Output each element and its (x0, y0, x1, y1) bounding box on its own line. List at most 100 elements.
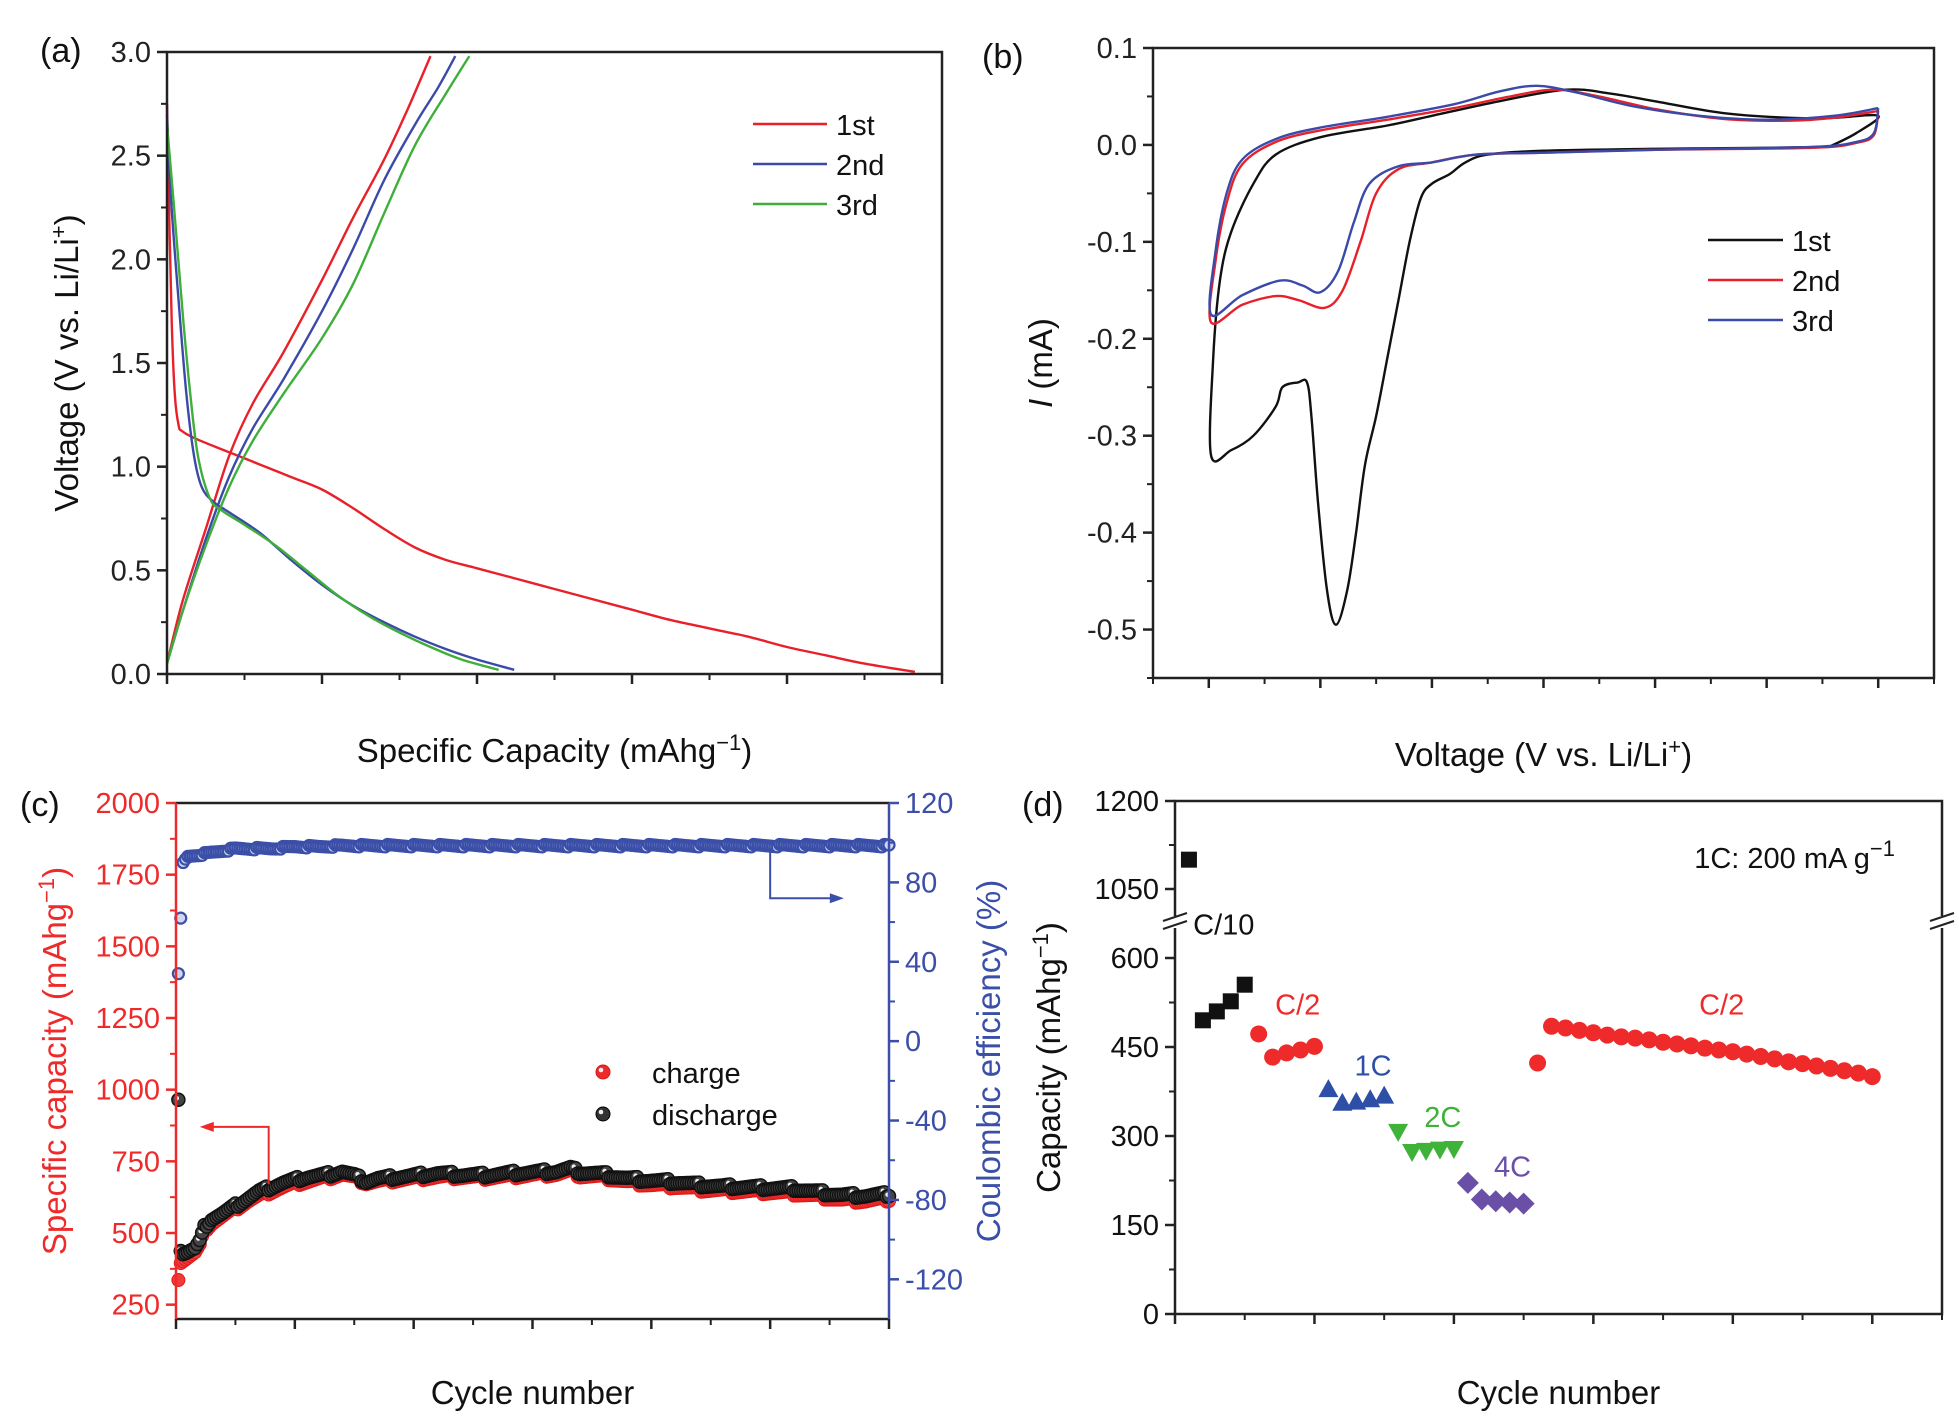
data-point (1250, 1025, 1268, 1043)
legend-label-3rd: 3rd (836, 190, 878, 222)
y-tick-label: -0.4 (1087, 518, 1137, 550)
y-tick-label: 0.0 (1097, 130, 1137, 162)
legend: 1st 2nd 3rd (753, 110, 884, 222)
panel-label-b: (b) (982, 38, 1024, 76)
y-tick-label: 150 (1111, 1210, 1159, 1242)
y-tick-label: 80 (905, 867, 937, 899)
rate-label: 2C (1424, 1102, 1461, 1134)
legend-marker-highlight (598, 1109, 604, 1115)
data-point (1668, 1035, 1686, 1053)
y-tick-label: -80 (905, 1185, 947, 1217)
y-tick-label: -40 (905, 1106, 947, 1138)
y-tick-label: 1.0 (111, 452, 151, 484)
panel-b-cyclic-voltammetry: 0.1 0.0 -0.1 -0.2 -0.3 -0.4 -0.5 Voltage (V vs.… (1022, 33, 1936, 773)
y-tick-label: -120 (905, 1264, 963, 1296)
data-point (1682, 1037, 1700, 1055)
series-C-10-0: C/10 (1180, 851, 1254, 1029)
series-3rd-charge-line (165, 55, 471, 664)
y-axis-title: I (mA) (1022, 318, 1059, 408)
legend-marker-charge (595, 1064, 611, 1080)
series-1st-cv-line (1208, 88, 1880, 626)
rate-label: 4C (1494, 1151, 1531, 1183)
discharge-series (171, 1092, 897, 1262)
data-point (1194, 1012, 1211, 1029)
axis-break-mark (1162, 912, 1188, 922)
data-point (1264, 1048, 1282, 1066)
data-point (1512, 1192, 1535, 1215)
data-point (1766, 1050, 1784, 1068)
x-axis-title: Cycle number (1457, 1374, 1661, 1411)
data-point (1696, 1039, 1714, 1057)
charge-point (171, 1273, 186, 1288)
panel-c-cycling-performance: 250 500 750 1000 1250 1500 1750 2000 -120 -80 -40 0… (34, 788, 1008, 1411)
legend-label-1st: 1st (836, 110, 875, 142)
y-tick-label: 0.1 (1097, 33, 1137, 65)
y-tick-label: -0.5 (1087, 615, 1137, 647)
data-point (1443, 1141, 1464, 1160)
data-point (1794, 1055, 1812, 1073)
data-point (1835, 1062, 1853, 1080)
x-axis-title: Cycle number (431, 1374, 635, 1411)
y-tick-label: 1250 (95, 1003, 160, 1035)
rate-label: C/2 (1699, 989, 1744, 1021)
data-point (1236, 976, 1253, 993)
legend-label-discharge: discharge (652, 1100, 778, 1132)
axis-break-mark (1929, 920, 1955, 930)
panel-d-rate-capability: 0 150 300 450 600 1050 1200 C/10 C/2 1C 2C 4C C/2 1C:… (1028, 786, 1955, 1411)
data-point (1292, 1041, 1310, 1059)
legend-label-3rd: 3rd (1792, 306, 1834, 338)
y-tick-label: 0 (905, 1026, 921, 1058)
series-2C-3: 2C (1388, 1102, 1464, 1163)
data-point (1305, 1037, 1323, 1055)
panel-a-voltage-profile: 0.0 0.5 1.0 1.5 2.0 2.5 3.0 Specific Capacity (… (46, 37, 944, 769)
y-tick-label: 2000 (95, 788, 160, 820)
efficiency-series (171, 837, 896, 981)
data-point (1529, 1054, 1547, 1072)
data-point (1416, 1142, 1437, 1161)
series-3rd-discharge-line (165, 124, 500, 672)
data-point (1402, 1144, 1423, 1163)
efficiency-point (171, 967, 185, 981)
plot-frame (1173, 799, 1944, 1316)
series-C-2-1: C/2 (1250, 989, 1323, 1066)
data-point (1543, 1017, 1561, 1035)
y-tick-label: 40 (905, 947, 937, 979)
data-point (1208, 1003, 1225, 1020)
y-tick-label: 1.5 (111, 348, 151, 380)
data-point (1780, 1053, 1798, 1071)
series-1st-charge-line (165, 55, 432, 664)
data-point (1863, 1068, 1881, 1086)
efficiency-axis-arrowhead (829, 893, 844, 904)
series-4C-4: 4C (1456, 1151, 1535, 1215)
data-point (1484, 1190, 1507, 1213)
series-2nd-charge-line (165, 55, 457, 664)
data-point (1498, 1191, 1521, 1214)
data-point (1318, 1079, 1339, 1098)
y-tick-label: 120 (905, 788, 953, 820)
current-density-annotation: 1C: 200 mA g−1 (1694, 836, 1895, 876)
data-point (1849, 1064, 1867, 1082)
data-point (1612, 1028, 1630, 1046)
series-C-2-5: C/2 (1529, 989, 1881, 1086)
legend-marker-discharge (595, 1106, 611, 1122)
data-point (1388, 1123, 1409, 1142)
axis-break-gap (1171, 916, 1179, 928)
data-point (1180, 851, 1197, 868)
y-tick-label: 3.0 (111, 37, 151, 69)
y-axis-title-right: Coulombic efficiency (%) (970, 880, 1007, 1243)
data-point (1332, 1092, 1353, 1111)
series-3rd-cv-line (1208, 84, 1880, 318)
data-point (1584, 1024, 1602, 1042)
data-point (1470, 1188, 1493, 1211)
y-tick-label: 600 (1111, 943, 1159, 975)
series-2nd-discharge-line (165, 114, 515, 672)
legend: 1st 2nd 3rd (1708, 226, 1840, 338)
data-point (1807, 1057, 1825, 1075)
y-tick-label: -0.1 (1087, 227, 1137, 259)
y-tick-label: 1200 (1094, 786, 1159, 818)
legend-label-1st: 1st (1792, 226, 1831, 258)
y-axis-title: Capacity (mAhg−1) (1028, 922, 1068, 1193)
data-point (1640, 1031, 1658, 1049)
data-point (1278, 1044, 1296, 1062)
data-point (1626, 1029, 1644, 1047)
